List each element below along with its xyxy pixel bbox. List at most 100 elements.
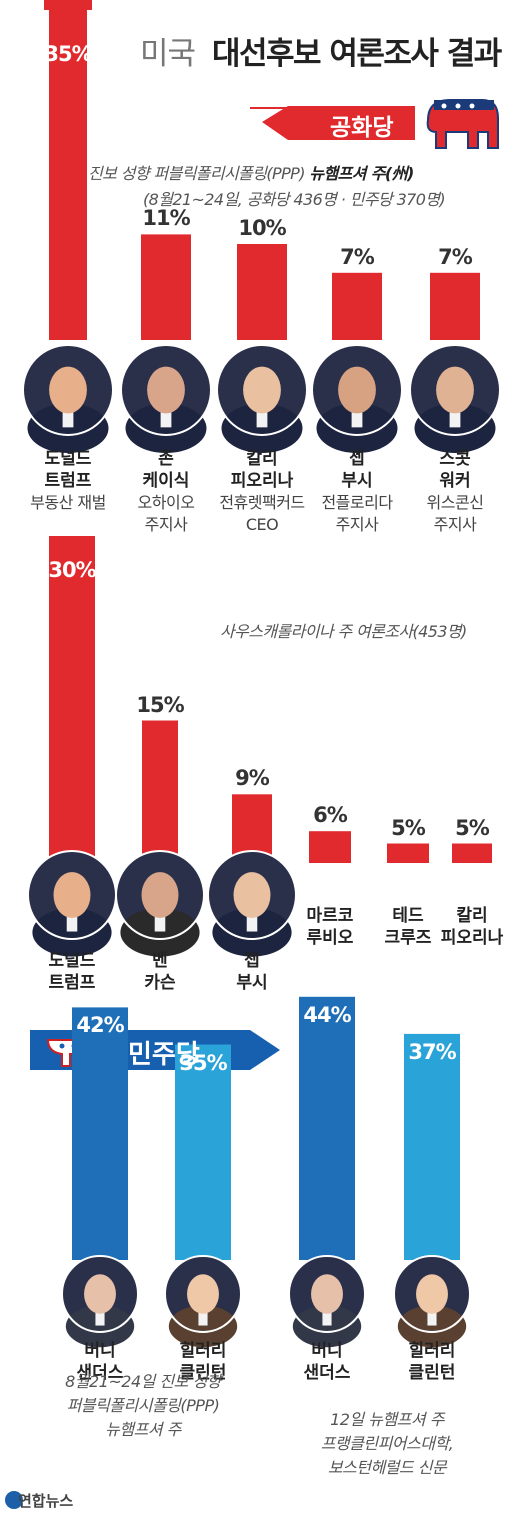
candidate-name: 젭 (349, 449, 365, 469)
photo-shoulders (168, 1305, 238, 1348)
photo-face (84, 1274, 116, 1314)
candidate-label: 젭 부시 전플로리다 주지사 (302, 448, 412, 536)
dem-note-right-line: 프랭클린피어스대학, (320, 1434, 454, 1453)
photo-collar (322, 1308, 332, 1326)
photo-shoulders (32, 908, 112, 957)
bar-cap (44, 0, 92, 10)
photo-face (49, 366, 87, 414)
logo-icon (5, 1491, 23, 1509)
bar (430, 272, 480, 340)
value-label: 6% (313, 803, 348, 828)
photo-collar (351, 407, 363, 428)
photo-face (53, 872, 91, 918)
candidate-name: 테드 (392, 906, 424, 926)
photo-shoulders (120, 908, 200, 957)
dem-note-right: 12일 뉴햄프셔 주 프랭클린피어스대학, 보스턴헤럴드 신문 (262, 1408, 512, 1480)
photo-ring (115, 850, 205, 940)
elephant-top-band (434, 100, 494, 110)
candidate-description: 위스콘신 (426, 493, 484, 512)
bar (237, 244, 287, 340)
candidate-photo (393, 1255, 471, 1348)
bar (309, 831, 351, 863)
dem-note-left: 8월21~24일 진보 성향 퍼블릭폴리시폴링(PPP) 뉴햄프셔 주 (18, 1370, 268, 1442)
candidate-photo (120, 344, 212, 453)
value-label: 37% (408, 1039, 456, 1064)
title-bold: 대선후보 여론조사 결과 (212, 36, 502, 72)
photo-ring (409, 344, 501, 436)
candidate-label: 도널드 트럼프 (17, 950, 127, 994)
candidate-photo (288, 1255, 366, 1348)
value-label: 35% (44, 42, 92, 66)
candidate-description: 부동산 재벌 (30, 493, 106, 512)
value-label: 30% (48, 558, 96, 582)
candidate-description: 주지사 (433, 515, 477, 534)
candidate-label: 버니 샌더스 (45, 1340, 155, 1384)
candidate-name: 힐러리 (408, 1341, 456, 1361)
donkey-star (59, 1043, 65, 1049)
value-label: 42% (76, 1013, 124, 1038)
photo-collar (246, 911, 258, 932)
value-label: 44% (303, 1002, 351, 1027)
candidate-label: 도널드 트럼프 부동산 재벌 (13, 448, 123, 514)
candidate-name: 워커 (439, 471, 471, 491)
candidate-photo (207, 850, 297, 957)
photo-collar (154, 911, 166, 932)
value-label: 15% (136, 692, 184, 717)
candidate-name: 트럼프 (48, 973, 96, 993)
elephant-icon (426, 99, 499, 149)
candidate-name: 스콧 (439, 449, 471, 469)
candidate-photo (311, 344, 403, 453)
photo-face (141, 872, 179, 918)
bar (49, 536, 95, 897)
dem-note-right-line: 12일 뉴햄프셔 주 (330, 1410, 444, 1429)
candidate-name: 크루즈 (384, 928, 432, 948)
title-light: 미국 (140, 36, 196, 72)
photo-ring (22, 344, 114, 436)
photo-ring (288, 1255, 366, 1333)
poll1-source-state: 뉴햄프셔 주(州) (309, 164, 414, 183)
candidate-label: 칼리 피오리나 전휴렛팩커드 CEO (207, 448, 317, 536)
candidate-name: 버니 (84, 1341, 116, 1361)
bar (72, 1007, 128, 1260)
photo-face (187, 1274, 219, 1314)
bar (175, 1044, 231, 1260)
candidate-description: 주지사 (144, 515, 188, 534)
value-label: 7% (438, 244, 473, 269)
dem-note-left-line: 뉴햄프셔 주 (105, 1420, 181, 1439)
photo-shoulders (212, 908, 292, 957)
candidate-photo (216, 344, 308, 453)
photo-face (147, 366, 185, 414)
photo-collar (198, 1308, 208, 1326)
bar (452, 843, 492, 863)
elephant-star (469, 103, 475, 109)
candidate-description: 주지사 (335, 515, 379, 534)
photo-shoulders (27, 403, 109, 453)
democrat-banner-label: 민주당 (128, 1040, 200, 1070)
poll1-source-line1: 진보 성향 퍼블릭폴리시폴링(PPP) 뉴햄프셔 주(州) (88, 160, 414, 184)
photo-collar (449, 407, 461, 428)
candidate-photo (409, 344, 501, 453)
candidate-name: 마르코 (306, 906, 354, 926)
photo-shoulders (65, 1305, 135, 1348)
photo-ring (207, 850, 297, 940)
bar (404, 1033, 460, 1260)
candidate-name: 클린턴 (408, 1363, 456, 1383)
photo-shoulders (397, 1305, 467, 1348)
bar (141, 234, 191, 340)
candidate-photo (22, 344, 114, 453)
dem-note-right-line: 보스턴헤럴드 신문 (327, 1458, 447, 1477)
candidate-label: 버니 샌더스 (272, 1340, 382, 1384)
candidate-photo (164, 1255, 242, 1348)
candidate-description: CEO (245, 515, 279, 534)
photo-collar (256, 407, 268, 428)
value-label: 11% (142, 206, 190, 231)
candidate-name: 칼리 (456, 906, 488, 926)
candidate-name: 부시 (236, 973, 268, 993)
candidate-name: 칼리 (246, 449, 278, 469)
candidate-photo (61, 1255, 139, 1348)
dem-note-left-line: 퍼블릭폴리시폴링(PPP) (66, 1396, 220, 1415)
photo-ring (164, 1255, 242, 1333)
candidate-photo (27, 850, 117, 957)
